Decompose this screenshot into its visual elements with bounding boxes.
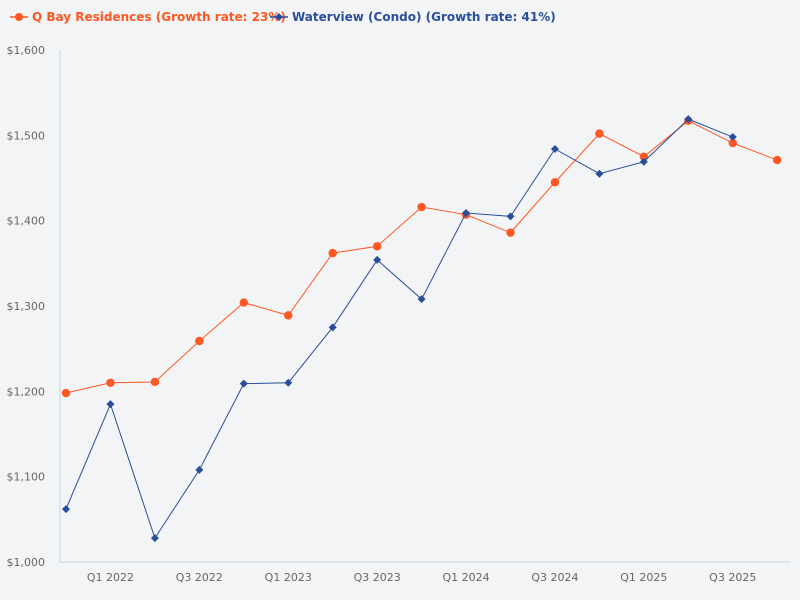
- data-point: [684, 115, 693, 124]
- data-point: [284, 311, 293, 320]
- data-point: [639, 152, 649, 161]
- data-point: [284, 378, 293, 387]
- data-point: [195, 336, 204, 346]
- x-tick-label: Q3 2023: [354, 571, 401, 584]
- series-1: [61, 116, 782, 398]
- x-tick-label: Q3 2022: [176, 571, 223, 584]
- y-tick-label: $1,000: [7, 556, 46, 569]
- data-point: [195, 465, 204, 474]
- legend-label: Q Bay Residences (Growth rate: 23%): [32, 10, 286, 24]
- data-point: [62, 505, 70, 514]
- legend-marker: [15, 13, 23, 21]
- axes: $1,000 $1,100 $1,200 $1,300 $1,400 $1,500 $1,6…: [7, 44, 790, 584]
- y-tick-label: $1,300: [7, 300, 46, 313]
- y-tick-label: $1,400: [7, 215, 46, 228]
- data-point: [328, 323, 337, 332]
- data-point: [595, 169, 604, 178]
- x-tick-label: Q3 2024: [531, 571, 578, 584]
- data-point: [550, 178, 560, 187]
- series-line: [65, 120, 778, 394]
- legend-marker: [275, 13, 283, 21]
- data-point: [462, 208, 471, 217]
- legend-item: Waterview (Condo) (Growth rate: 41%): [270, 10, 556, 24]
- data-point: [239, 379, 248, 388]
- data-point: [417, 202, 426, 212]
- plot-area: [61, 115, 782, 543]
- data-point: [372, 242, 382, 251]
- x-tick-label: Q3 2025: [709, 571, 756, 584]
- data-point: [106, 378, 115, 387]
- series-line: [65, 118, 733, 540]
- data-point: [506, 228, 515, 237]
- data-point: [595, 129, 604, 138]
- x-tick-label: Q1 2024: [442, 571, 489, 584]
- data-point: [150, 377, 160, 387]
- legend: Q Bay Residences (Growth rate: 23%) Water…: [10, 10, 556, 24]
- series-2: [62, 115, 737, 543]
- data-point: [550, 144, 559, 153]
- legend-item: Q Bay Residences (Growth rate: 23%): [10, 10, 286, 24]
- data-point: [639, 157, 648, 166]
- y-tick-label: $1,600: [7, 44, 46, 57]
- data-point: [328, 248, 337, 258]
- data-point: [373, 255, 382, 264]
- data-point: [728, 138, 737, 148]
- data-point: [506, 212, 515, 221]
- data-point: [239, 298, 248, 307]
- x-tick-label: Q1 2022: [87, 571, 134, 584]
- data-point: [150, 534, 159, 543]
- x-tick-label: Q1 2023: [265, 571, 312, 584]
- legend-label: Waterview (Condo) (Growth rate: 41%): [292, 10, 556, 24]
- data-point: [61, 388, 71, 398]
- y-tick-label: $1,100: [7, 471, 46, 484]
- y-tick-label: $1,200: [7, 385, 46, 398]
- data-point: [773, 155, 782, 165]
- data-point: [728, 133, 737, 142]
- y-tick-label: $1,500: [7, 129, 46, 142]
- x-tick-label: Q1 2025: [620, 571, 667, 584]
- data-point: [106, 400, 115, 409]
- data-point: [417, 295, 426, 304]
